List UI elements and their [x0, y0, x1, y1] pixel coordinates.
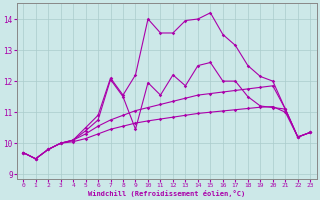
X-axis label: Windchill (Refroidissement éolien,°C): Windchill (Refroidissement éolien,°C): [88, 190, 245, 197]
